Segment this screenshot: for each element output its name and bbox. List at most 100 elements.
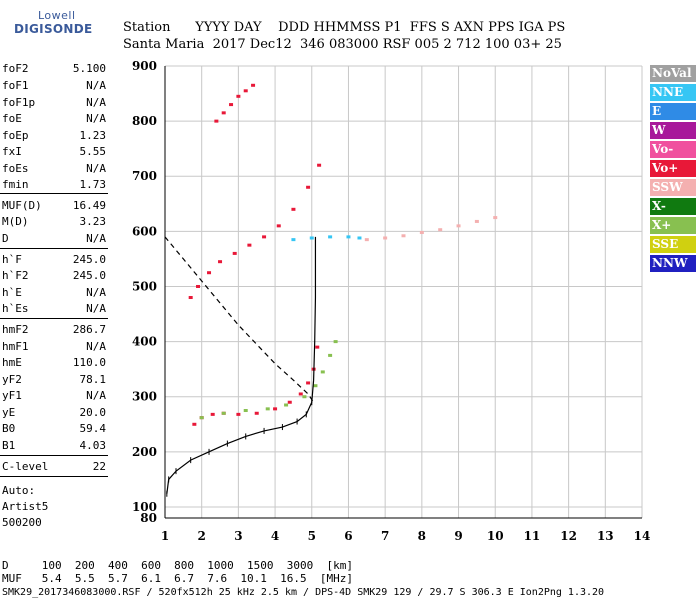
x-tick-label: 9 xyxy=(454,529,462,543)
param-value: 3.23 xyxy=(79,215,107,228)
param-value: 78.1 xyxy=(79,373,107,386)
x-tick-label: 1 xyxy=(161,529,169,543)
echo-point xyxy=(243,89,248,93)
param-row: D N/A xyxy=(2,232,106,246)
param-name: hmF2 xyxy=(2,323,29,336)
echo-point xyxy=(262,235,267,239)
x-tick-label: 13 xyxy=(597,529,614,543)
param-value: N/A xyxy=(86,232,106,245)
legend-item: X- xyxy=(650,198,696,215)
param-name: D xyxy=(2,232,9,245)
param-value: 110.0 xyxy=(72,356,106,369)
footer-distance-row: D 100 200 400 600 800 1000 1500 3000 [km… xyxy=(2,559,353,572)
echo-point xyxy=(192,422,197,426)
param-name: M(D) xyxy=(2,215,29,228)
x-tick-label: 12 xyxy=(560,529,577,543)
param-row: C-level 22 xyxy=(2,460,106,474)
echo-point xyxy=(315,345,320,349)
param-value: 1.73 xyxy=(79,178,107,191)
echo-point xyxy=(333,340,338,344)
legend-item: SSE xyxy=(650,236,696,253)
logo-digisonde: DIGISONDE xyxy=(14,22,93,36)
echo-point xyxy=(309,236,314,240)
echo-point xyxy=(364,238,369,242)
echo-point xyxy=(291,207,296,211)
x-tick-label: 11 xyxy=(524,529,541,543)
echo-point xyxy=(438,228,443,232)
param-row: M(D) 3.23 xyxy=(2,215,106,229)
param-value: 16.49 xyxy=(72,199,106,212)
x-tick-label: 5 xyxy=(308,529,316,543)
param-row: hmF2 286.7 xyxy=(2,323,106,337)
legend-item: NNW xyxy=(650,255,696,272)
echo-point xyxy=(251,83,256,87)
x-tick-label: 7 xyxy=(381,529,389,543)
param-value: N/A xyxy=(86,96,106,109)
param-value: 59.4 xyxy=(79,422,107,435)
param-value: 4.03 xyxy=(79,439,107,452)
param-value: 5.55 xyxy=(79,145,107,158)
echo-point xyxy=(284,403,289,407)
echo-point xyxy=(236,94,241,98)
param-name: hmF1 xyxy=(2,340,29,353)
param-value: 5.100 xyxy=(72,62,106,75)
x-tick-label: 4 xyxy=(271,529,279,543)
x-tick-label: 3 xyxy=(234,529,242,543)
ionogram-chart: 1 2 3 4 5 6 7 8 9 10 11 12 13 14100200300400500600700… xyxy=(132,59,651,543)
param-row: h`E N/A xyxy=(2,286,106,300)
logo-lowell: Lowell xyxy=(38,9,76,22)
param-row: hmE 110.0 xyxy=(2,356,106,370)
dashed-trace-curve xyxy=(164,236,315,403)
echo-point xyxy=(229,103,234,107)
param-name: foF1 xyxy=(2,79,29,92)
param-name: hmE xyxy=(2,356,22,369)
x-tick-label: 10 xyxy=(487,529,504,543)
echo-point xyxy=(221,411,226,415)
y-tick-label: 400 xyxy=(132,335,157,349)
legend-item: E xyxy=(650,103,696,120)
param-row: B1 4.03 xyxy=(2,439,106,453)
param-name: fxI xyxy=(2,145,22,158)
y-tick-label: 100 xyxy=(132,500,157,514)
echo-point xyxy=(221,111,226,115)
echo-point xyxy=(298,392,303,396)
echo-point xyxy=(357,236,362,240)
param-name: foEp xyxy=(2,129,29,142)
param-row: h`Es N/A xyxy=(2,302,106,316)
param-value: N/A xyxy=(86,162,106,175)
param-name: B0 xyxy=(2,422,16,435)
echo-point xyxy=(232,251,237,255)
y-tick-label: 500 xyxy=(132,279,157,293)
echo-point xyxy=(254,411,259,415)
param-value: 286.7 xyxy=(72,323,106,336)
param-name: C-level xyxy=(2,460,49,473)
param-name: h`F xyxy=(2,253,22,266)
param-value: N/A xyxy=(86,340,106,353)
param-name: foF2 xyxy=(2,62,29,75)
param-value: 245.0 xyxy=(72,253,106,266)
echo-point xyxy=(199,416,204,420)
echo-point xyxy=(236,412,241,416)
param-name: h`Es xyxy=(2,302,29,315)
x-tick-label: 14 xyxy=(634,529,651,543)
header-row-labels: Station YYYY DAY DDD HHMMSS P1 FFS S AXN… xyxy=(123,20,566,35)
echo-point xyxy=(401,234,406,238)
param-value: N/A xyxy=(86,302,106,315)
param-name: h`F2 xyxy=(2,269,29,282)
echo-point xyxy=(328,235,333,239)
param-row: MUF(D) 16.49 xyxy=(2,199,106,213)
param-row: yF2 78.1 xyxy=(2,373,106,387)
param-row: foEs N/A xyxy=(2,162,106,176)
param-value: 22 xyxy=(92,460,106,473)
param-row: yE 20.0 xyxy=(2,406,106,420)
legend-item: NNE xyxy=(650,84,696,101)
param-name: yE xyxy=(2,406,16,419)
param-row: yF1 N/A xyxy=(2,389,106,403)
param-value: 1.23 xyxy=(79,129,107,142)
param-value: N/A xyxy=(86,79,106,92)
param-separator xyxy=(0,476,108,477)
echo-point xyxy=(317,163,322,167)
y-tick-label: 600 xyxy=(132,224,157,238)
param-value: 20.0 xyxy=(79,406,107,419)
param-value: N/A xyxy=(86,112,106,125)
